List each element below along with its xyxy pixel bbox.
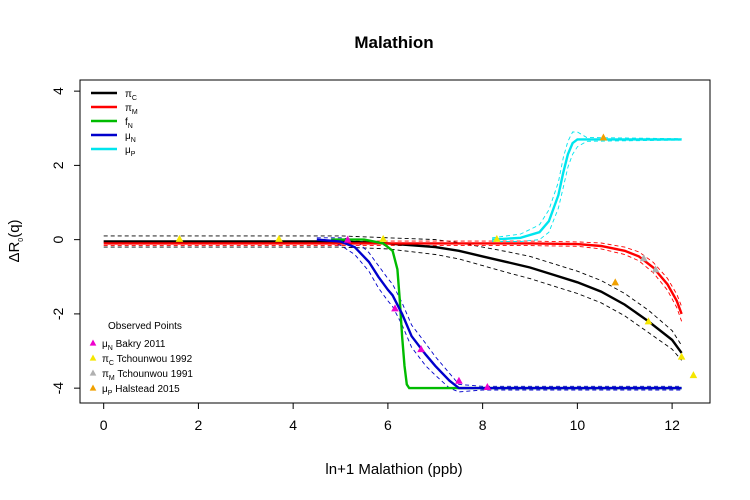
y-axis-label: ΔR0(q) xyxy=(6,219,25,262)
x-tick-label-0: 0 xyxy=(100,417,108,433)
legend-label-2: fN xyxy=(125,117,133,130)
x-tick-label-6: 6 xyxy=(384,417,392,433)
x-tick-label-2: 2 xyxy=(195,417,203,433)
series-line-pi_C xyxy=(103,240,683,354)
observed-point xyxy=(599,133,608,141)
observed-point xyxy=(343,235,352,243)
points-legend-marker-0 xyxy=(89,339,97,346)
legend-label-0: πC xyxy=(125,89,137,102)
y-tick-label-4: 4 xyxy=(50,87,66,95)
series-lines xyxy=(103,138,683,390)
band-lower-pi_M xyxy=(103,245,683,322)
points-legend-marker-3 xyxy=(89,384,97,391)
confidence-bands xyxy=(103,131,683,393)
series-line-pi_M xyxy=(103,242,683,315)
observed-point xyxy=(611,278,620,286)
observed-point xyxy=(644,317,653,325)
legend-label-4: μP xyxy=(125,145,136,158)
plot-frame xyxy=(79,79,711,404)
observed-point xyxy=(677,352,686,360)
points-legend-marker-1 xyxy=(89,354,97,361)
series-line-mu_P xyxy=(492,138,682,241)
observed-point xyxy=(417,345,425,353)
points-legend-label-0: μN Bakry 2011 xyxy=(102,339,166,352)
observed-point xyxy=(651,265,660,273)
observed-point xyxy=(455,376,463,384)
points-legend: Observed Points μN Bakry 2011 πC Tchounwou… xyxy=(89,321,193,397)
observed-point xyxy=(175,234,184,242)
x-axis: 0 2 4 6 8 10 12 xyxy=(100,403,680,433)
observed-point xyxy=(639,254,648,262)
plot-area xyxy=(79,79,711,404)
y-tick-label--4: -4 xyxy=(50,382,66,395)
observed-points xyxy=(175,133,698,391)
observed-point xyxy=(379,234,387,242)
x-axis-label: ln+1 Malathion (ppb) xyxy=(325,461,462,478)
legend-label-3: μN xyxy=(125,131,136,144)
y-tick-label-0: 0 xyxy=(50,236,66,244)
band-upper-pi_C xyxy=(103,235,682,346)
points-legend-title: Observed Points xyxy=(108,321,182,332)
points-legend-marker-2 xyxy=(89,369,97,376)
x-tick-label-4: 4 xyxy=(289,417,297,433)
band-lower-pi_C xyxy=(103,246,682,361)
x-tick-label-12: 12 xyxy=(664,417,680,433)
legend-label-1: πM xyxy=(125,103,138,116)
points-legend-label-1: πC Tchounwou 1992 xyxy=(102,354,193,367)
x-tick-label-8: 8 xyxy=(479,417,487,433)
y-tick-label--2: -2 xyxy=(50,307,66,320)
observed-point xyxy=(689,371,698,379)
series-line-f_N xyxy=(331,238,682,390)
x-tick-label-10: 10 xyxy=(570,417,586,433)
y-axis: -4 -2 0 2 4 xyxy=(50,87,80,394)
chart-title: Malathion xyxy=(354,33,433,52)
band-lower-mu_P xyxy=(492,139,682,242)
observed-point xyxy=(493,234,501,242)
band-upper-mu_P xyxy=(492,131,682,239)
series-line-mu_N xyxy=(316,238,682,390)
points-legend-label-2: πM Tchounwou 1991 xyxy=(102,369,193,382)
observed-point xyxy=(391,304,399,312)
points-legend-label-3: μP Halstead 2015 xyxy=(102,384,180,397)
observed-point xyxy=(483,383,492,391)
observed-point xyxy=(275,234,283,242)
y-tick-label-2: 2 xyxy=(50,161,66,169)
